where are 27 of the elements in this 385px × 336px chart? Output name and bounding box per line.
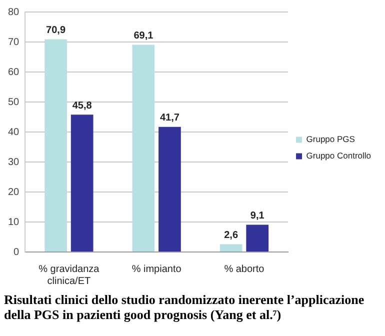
data-label: 9,1 (250, 210, 265, 222)
text: Risultati clinici dello studio randomizzato inerente l’applicazione della PGS in pazienti good prognosis (Yang et al.⁷) (3, 291, 366, 322)
x-tick-label: % aborto (224, 264, 265, 275)
bar (70, 114, 94, 252)
legend-label: Gruppo PGS (306, 134, 356, 144)
y-tick-label: 20 (8, 186, 20, 198)
legend-label: Gruppo Controllo (306, 150, 372, 161)
y-tick-label: 60 (8, 66, 20, 78)
bar (158, 126, 181, 252)
y-tick-label: 10 (8, 216, 20, 228)
y-tick-label: 70 (8, 36, 20, 48)
y-tick-label: 50 (8, 96, 20, 108)
bar (44, 39, 67, 252)
y-tick-label: 0 (14, 246, 20, 258)
data-label: 2,6 (224, 230, 238, 241)
x-tick-label: % impianto (132, 264, 182, 275)
data-label: 41,7 (160, 112, 180, 124)
data-label: 69,1 (134, 30, 154, 42)
bar (220, 244, 242, 252)
data-label: 45,8 (72, 100, 92, 112)
y-tick-label: 40 (8, 126, 20, 138)
y-tick-label: 30 (8, 156, 20, 168)
x-tick-label: % gravidanza clinica/ET (38, 264, 100, 287)
data-label: 70,9 (46, 25, 66, 36)
bar (132, 44, 155, 252)
bar (246, 224, 269, 252)
y-tick-label: 80 (8, 6, 20, 18)
